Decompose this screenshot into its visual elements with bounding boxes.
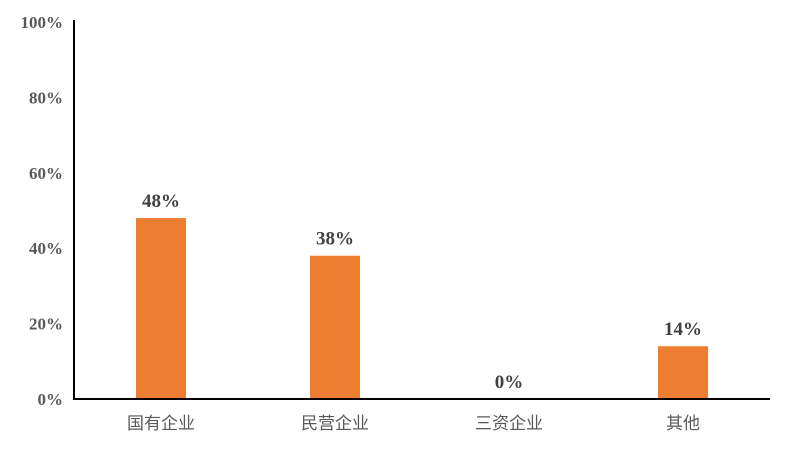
- data-label: 48%: [142, 191, 180, 212]
- bar-0: [136, 218, 186, 399]
- x-category-label: 国有企业: [127, 414, 195, 434]
- y-tick-label: 80%: [29, 88, 63, 107]
- x-category-label: 其他: [666, 414, 700, 434]
- y-tick-label: 60%: [29, 164, 63, 183]
- x-category-label: 民营企业: [301, 414, 369, 434]
- bar-1: [310, 255, 360, 399]
- data-label: 38%: [316, 229, 354, 250]
- y-tick-label: 100%: [21, 13, 64, 32]
- x-category-label: 三资企业: [475, 414, 543, 434]
- y-tick-label: 40%: [29, 239, 63, 258]
- bar-3: [658, 346, 708, 399]
- y-tick-label: 20%: [29, 315, 63, 334]
- data-label: 14%: [664, 319, 702, 340]
- y-tick-label: 0%: [38, 390, 64, 409]
- data-label: 0%: [495, 372, 524, 393]
